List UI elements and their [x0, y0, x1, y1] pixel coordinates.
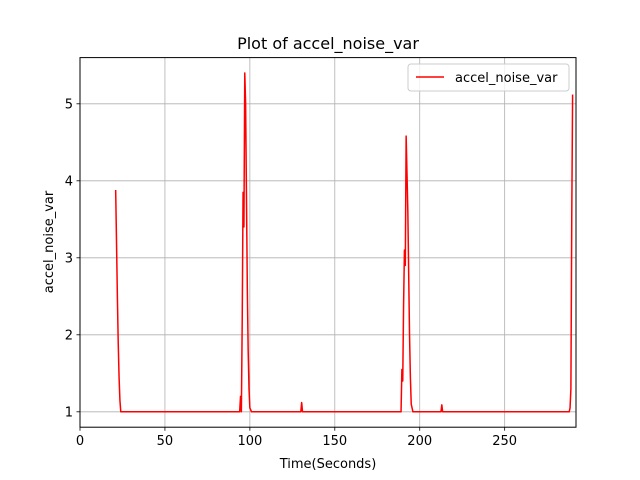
- x-tick-label: 150: [322, 434, 347, 449]
- x-axis-label: Time(Seconds): [279, 457, 377, 472]
- y-tick-label: 5: [65, 97, 73, 112]
- x-tick-label: 100: [237, 434, 262, 449]
- plot-frame: [79, 57, 577, 428]
- plot-area: [80, 57, 576, 428]
- y-axis-label: accel_noise_var: [42, 190, 57, 293]
- x-tick-label: 50: [157, 434, 174, 449]
- series-layer: [114, 72, 574, 413]
- y-axis-ticks: 1 2 3 4 5: [65, 97, 80, 420]
- y-tick-label: 2: [65, 328, 73, 343]
- y-tick-label: 1: [65, 405, 73, 420]
- series-line-accel-noise-var: [114, 72, 574, 413]
- x-tick-label: 0: [76, 434, 84, 449]
- y-tick-label: 4: [65, 174, 73, 189]
- x-axis-ticks: 0 50 100 150 200 250: [76, 427, 517, 449]
- legend-label: accel_noise_var: [455, 71, 558, 86]
- legend: accel_noise_var: [407, 63, 570, 92]
- chart-title: Plot of accel_noise_var: [237, 34, 419, 54]
- x-tick-label: 250: [492, 434, 517, 449]
- grid-lines: [79, 57, 576, 428]
- y-tick-label: 3: [65, 251, 73, 266]
- x-tick-label: 200: [407, 434, 432, 449]
- legend-box: [407, 63, 570, 92]
